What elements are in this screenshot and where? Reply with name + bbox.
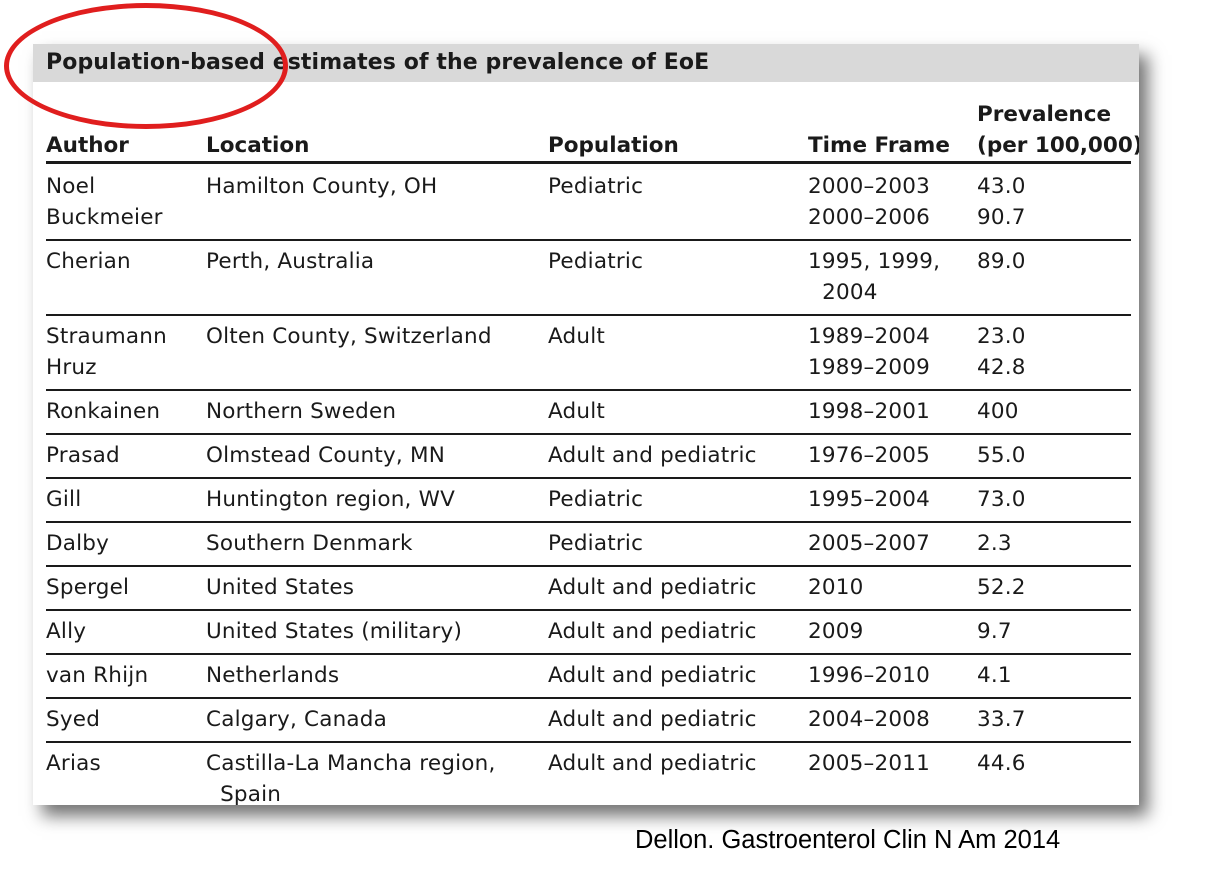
cell-time-frame: 1995, 1999, 2004	[808, 249, 941, 305]
cell-location: Southern Denmark	[206, 531, 413, 556]
row-divider	[46, 239, 1131, 241]
cell-prevalence: 23.0 42.8	[977, 324, 1026, 380]
table-row: Spergel United States Adult and pediatric 2…	[33, 572, 1139, 603]
cell-population: Adult and pediatric	[548, 575, 757, 600]
cell-author: Ronkainen	[46, 399, 161, 424]
header-population: Population	[548, 133, 679, 158]
cell-location: Hamilton County, OH	[206, 174, 438, 199]
header-prevalence-line2: (per 100,000)	[977, 133, 1139, 158]
table-row: Gill Huntington region, WV Pediatric 1995–2…	[33, 484, 1139, 515]
cell-population: Adult and pediatric	[548, 751, 757, 776]
cell-author: Prasad	[46, 443, 120, 468]
table-title: Population-based estimates of the preval…	[46, 50, 710, 75]
header-location: Location	[206, 133, 310, 158]
row-divider	[46, 521, 1131, 523]
cell-location: Calgary, Canada	[206, 707, 388, 732]
cell-prevalence: 89.0	[977, 249, 1026, 274]
cell-population: Pediatric	[548, 487, 644, 512]
cell-prevalence: 2.3	[977, 531, 1012, 556]
cell-population: Adult and pediatric	[548, 707, 757, 732]
row-divider	[46, 433, 1131, 435]
table-row: Noel Buckmeier Hamilton County, OH Pediatr…	[33, 171, 1139, 233]
cell-author: Dalby	[46, 531, 110, 556]
prevalence-table: Population-based estimates of the preval…	[33, 44, 1139, 805]
cell-prevalence: 43.0 90.7	[977, 174, 1026, 230]
cell-location: Huntington region, WV	[206, 487, 455, 512]
table-row: van Rhijn Netherlands Adult and pediatric 1…	[33, 660, 1139, 691]
cell-time-frame: 1995–2004	[808, 487, 930, 512]
cell-author: Ally	[46, 619, 87, 644]
table-row: Syed Calgary, Canada Adult and pediatric 20…	[33, 704, 1139, 735]
table-row: Prasad Olmstead County, MN Adult and pedia…	[33, 440, 1139, 471]
cell-author: Straumann Hruz	[46, 324, 167, 380]
cell-location: Perth, Australia	[206, 249, 375, 274]
cell-time-frame: 1998–2001	[808, 399, 930, 424]
cell-population: Adult	[548, 324, 606, 349]
cell-population: Adult	[548, 399, 606, 424]
cell-prevalence: 55.0	[977, 443, 1026, 468]
cell-author: Syed	[46, 707, 101, 732]
row-divider	[46, 609, 1131, 611]
cell-time-frame: 2005–2007	[808, 531, 930, 556]
cell-time-frame: 1989–2004 1989–2009	[808, 324, 930, 380]
cell-location: Northern Sweden	[206, 399, 397, 424]
table-row: Straumann Hruz Olten County, Switzerland A…	[33, 321, 1139, 383]
cell-population: Adult and pediatric	[548, 663, 757, 688]
table-row: Cherian Perth, Australia Pediatric 1995, 19…	[33, 246, 1139, 308]
cell-author: Noel Buckmeier	[46, 174, 163, 230]
row-divider	[46, 697, 1131, 699]
header-time-frame: Time Frame	[808, 133, 950, 158]
table-row: Arias Castilla-La Mancha region, Spain Adu…	[33, 748, 1139, 805]
cell-author: Cherian	[46, 249, 131, 274]
cell-author: Arias	[46, 751, 101, 776]
cell-population: Pediatric	[548, 531, 644, 556]
cell-location: Olten County, Switzerland	[206, 324, 492, 349]
cell-prevalence: 73.0	[977, 487, 1026, 512]
cell-location: United States	[206, 575, 355, 600]
cell-author: Gill	[46, 487, 82, 512]
cell-prevalence: 9.7	[977, 619, 1012, 644]
header-rule	[46, 161, 1131, 164]
cell-time-frame: 1996–2010	[808, 663, 930, 688]
row-divider	[46, 314, 1131, 316]
cell-time-frame: 1976–2005	[808, 443, 930, 468]
header-prevalence-line1: Prevalence	[977, 102, 1112, 127]
cell-location: Netherlands	[206, 663, 340, 688]
table-row: Ally United States (military) Adult and pe…	[33, 616, 1139, 647]
cell-prevalence: 44.6	[977, 751, 1026, 776]
cell-author: Spergel	[46, 575, 130, 600]
cell-location: Castilla-La Mancha region, Spain	[206, 751, 496, 805]
cell-population: Adult and pediatric	[548, 443, 757, 468]
cell-time-frame: 2004–2008	[808, 707, 930, 732]
cell-time-frame: 2000–2003 2000–2006	[808, 174, 930, 230]
cell-time-frame: 2005–2011	[808, 751, 930, 776]
cell-location: United States (military)	[206, 619, 463, 644]
cell-prevalence: 52.2	[977, 575, 1026, 600]
cell-population: Pediatric	[548, 249, 644, 274]
table-row: Dalby Southern Denmark Pediatric 2005–2007 2…	[33, 528, 1139, 559]
row-divider	[46, 653, 1131, 655]
cell-location: Olmstead County, MN	[206, 443, 446, 468]
table-title-bar: Population-based estimates of the preval…	[33, 44, 1139, 82]
header-author: Author	[46, 133, 129, 158]
citation: Dellon. Gastroenterol Clin N Am 2014	[635, 826, 1061, 854]
cell-population: Pediatric	[548, 174, 644, 199]
cell-prevalence: 33.7	[977, 707, 1026, 732]
row-divider	[46, 741, 1131, 743]
header-prevalence: Prevalence (per 100,000)	[977, 99, 1139, 161]
row-divider	[46, 389, 1131, 391]
row-divider	[46, 565, 1131, 567]
cell-prevalence: 400	[977, 399, 1019, 424]
cell-author: van Rhijn	[46, 663, 149, 688]
cell-time-frame: 2010	[808, 575, 864, 600]
row-divider	[46, 477, 1131, 479]
cell-time-frame: 2009	[808, 619, 864, 644]
cell-population: Adult and pediatric	[548, 619, 757, 644]
cell-prevalence: 4.1	[977, 663, 1012, 688]
table-row: Ronkainen Northern Sweden Adult 1998–2001 40…	[33, 396, 1139, 427]
